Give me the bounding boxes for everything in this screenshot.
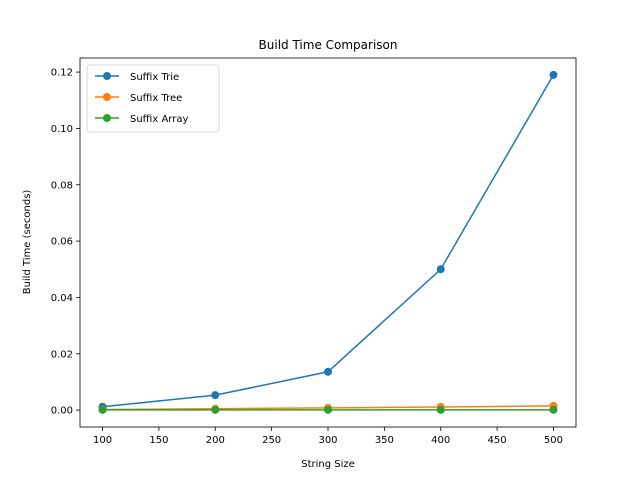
y-axis-label: Build Time (seconds) xyxy=(22,190,33,295)
legend-marker xyxy=(103,72,111,80)
x-tick-label: 400 xyxy=(431,435,450,446)
legend-marker xyxy=(103,114,111,122)
y-tick-label: 0.06 xyxy=(51,237,73,248)
legend-item-suffix-tree: Suffix Tree xyxy=(95,93,182,104)
legend: Suffix Trie Suffix Tree Suffix Array xyxy=(86,64,220,133)
legend-label: Suffix Array xyxy=(130,114,188,125)
x-tick-label: 200 xyxy=(206,435,225,446)
x-tick-label: 100 xyxy=(93,435,112,446)
x-tick-label: 450 xyxy=(488,435,507,446)
data-point xyxy=(211,391,220,400)
x-tick-label: 350 xyxy=(375,435,394,446)
x-axis-label: String Size xyxy=(301,459,355,470)
y-tick-label: 0.08 xyxy=(51,180,73,191)
series-suffix-array xyxy=(98,405,558,414)
y-tick-label: 0.04 xyxy=(51,293,73,304)
data-point xyxy=(436,405,445,414)
y-tick-label: 0.10 xyxy=(51,124,73,135)
y-axis-ticks: 0.00 0.02 0.04 0.06 0.08 0.10 0.12 xyxy=(51,68,80,417)
data-point xyxy=(211,405,220,414)
legend-label: Suffix Tree xyxy=(130,93,182,104)
legend-item-suffix-trie: Suffix Trie xyxy=(95,72,179,83)
legend-item-suffix-array: Suffix Array xyxy=(95,114,188,125)
y-tick-label: 0.02 xyxy=(51,349,73,360)
data-point xyxy=(98,405,107,414)
data-point xyxy=(549,405,558,414)
data-point xyxy=(549,70,558,79)
chart-title: Build Time Comparison xyxy=(259,38,398,52)
legend-marker xyxy=(103,93,111,101)
x-tick-label: 300 xyxy=(318,435,337,446)
x-tick-label: 150 xyxy=(149,435,168,446)
x-tick-label: 250 xyxy=(262,435,281,446)
y-tick-label: 0.12 xyxy=(51,68,73,79)
legend-label: Suffix Trie xyxy=(130,72,179,83)
plot-area xyxy=(98,70,558,414)
data-point xyxy=(324,367,332,376)
data-point xyxy=(324,405,332,414)
data-point xyxy=(436,265,445,274)
y-tick-label: 0.00 xyxy=(51,406,73,417)
x-axis-ticks: 100 150 200 250 300 350 400 450 500 xyxy=(93,427,563,446)
x-tick-label: 500 xyxy=(544,435,563,446)
legend-box xyxy=(86,64,220,133)
